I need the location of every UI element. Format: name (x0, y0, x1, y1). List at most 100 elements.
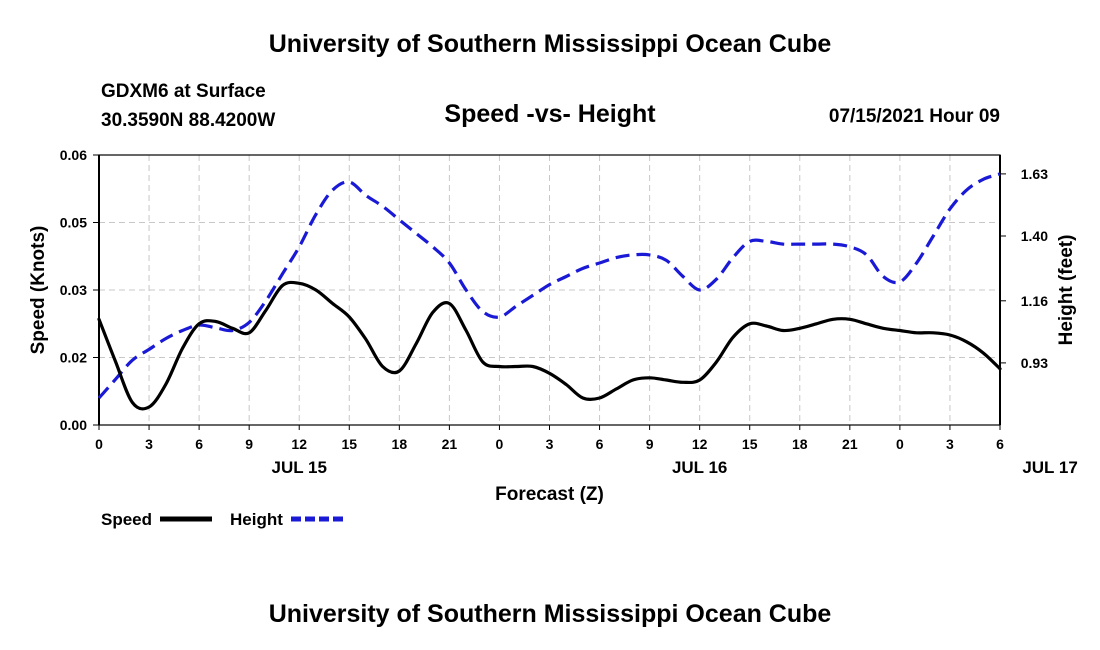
data-point-height (965, 189, 968, 192)
x-tick-label: 21 (842, 436, 858, 452)
data-point-height (331, 189, 334, 192)
data-point-speed (631, 379, 634, 382)
data-point-height (148, 348, 151, 351)
data-point-speed (314, 289, 317, 292)
data-point-speed (982, 352, 985, 355)
data-point-speed (448, 302, 451, 305)
y-right-tick-label: 1.63 (1021, 166, 1048, 182)
station-info: GDXM6 at Surface 30.3590N 88.4200W (101, 77, 275, 135)
x-tick-label: 9 (245, 436, 253, 452)
data-point-height (398, 218, 401, 221)
x-tick-label: 3 (546, 436, 554, 452)
data-point-height (415, 232, 418, 235)
x-tick-label: 15 (341, 436, 357, 452)
data-point-speed (965, 340, 968, 343)
data-point-height (631, 253, 634, 256)
data-point-height (732, 256, 735, 259)
y-left-tick-label: 0.05 (60, 215, 87, 231)
x-tick-label: 18 (792, 436, 808, 452)
data-point-height (798, 243, 801, 246)
chart-title-top: University of Southern Mississippi Ocean… (268, 30, 832, 58)
data-point-height (748, 240, 751, 243)
data-point-speed (698, 379, 701, 382)
data-point-speed (231, 327, 234, 330)
station-coords: 30.3590N 88.4200W (101, 110, 276, 131)
y-left-tick-label: 0.06 (60, 147, 87, 163)
y-right-tick-label: 1.40 (1021, 228, 1048, 244)
data-point-speed (348, 316, 351, 319)
data-point-height (481, 310, 484, 313)
data-point-height (681, 275, 684, 278)
data-point-speed (148, 406, 151, 409)
data-point-speed (898, 329, 901, 332)
y-left-tick-label: 0.00 (60, 417, 87, 433)
data-point-speed (548, 372, 551, 375)
data-point-height (698, 289, 701, 292)
chart-grid (99, 155, 1000, 425)
data-point-height (131, 359, 134, 362)
data-point-speed (98, 318, 101, 321)
data-point-height (715, 278, 718, 281)
legend-label-height: Height (230, 510, 283, 529)
data-point-height (982, 178, 985, 181)
data-point-height (832, 243, 835, 246)
data-point-height (114, 378, 117, 381)
day-label: JUL 15 (271, 458, 326, 477)
data-point-speed (815, 322, 818, 325)
data-point-height (348, 181, 351, 184)
data-point-speed (848, 318, 851, 321)
data-point-height (665, 259, 668, 262)
data-point-speed (581, 397, 584, 400)
data-point-height (465, 289, 468, 292)
data-point-speed (364, 338, 367, 341)
data-point-speed (565, 383, 568, 386)
x-tick-label: 12 (291, 436, 307, 452)
data-point-speed (131, 401, 134, 404)
data-point-speed (765, 325, 768, 328)
y-left-axis-title: Speed (Knots) (28, 226, 49, 355)
data-point-height (865, 253, 868, 256)
series-line-height (97, 172, 1001, 400)
data-point-height (281, 272, 284, 275)
data-point-speed (198, 322, 201, 325)
legend-label-speed: Speed (101, 510, 152, 529)
y-left-tick-label: 0.03 (60, 282, 87, 298)
data-point-height (999, 172, 1002, 175)
data-point-speed (999, 367, 1002, 370)
data-point-speed (865, 322, 868, 325)
data-point-speed (214, 320, 217, 323)
data-point-speed (882, 327, 885, 330)
x-tick-label: 0 (496, 436, 504, 452)
legend: Speed Height (101, 510, 343, 529)
data-point-speed (465, 329, 468, 332)
y-right-tick-label: 1.16 (1021, 293, 1048, 309)
data-point-speed (665, 379, 668, 382)
data-point-speed (798, 327, 801, 330)
data-point-height (98, 397, 101, 400)
data-point-speed (431, 311, 434, 314)
data-point-speed (331, 302, 334, 305)
data-point-height (565, 275, 568, 278)
data-point-height (915, 262, 918, 265)
data-point-height (848, 245, 851, 248)
data-point-speed (264, 309, 267, 312)
forecast-datetime: 07/15/2021 Hour 09 (828, 106, 1000, 127)
data-point-height (515, 305, 518, 308)
x-tick-label: 0 (896, 436, 904, 452)
data-point-speed (481, 361, 484, 364)
data-point-height (548, 283, 551, 286)
axis-labels: 0 3 6 9 12 15 18 21 0 3 6 9 12 15 18 21 0 3 6 0.00 0.02 0.03 0… (28, 147, 1078, 505)
data-point-height (181, 329, 184, 332)
data-point-height (932, 235, 935, 238)
data-point-speed (915, 331, 918, 334)
data-point-speed (782, 329, 785, 332)
data-point-speed (515, 365, 518, 368)
data-point-height (948, 208, 951, 211)
x-tick-label: 0 (95, 436, 103, 452)
data-point-speed (732, 336, 735, 339)
station-name: GDXM6 at Surface (101, 81, 266, 102)
data-point-speed (932, 331, 935, 334)
data-point-speed (181, 347, 184, 350)
data-point-height (615, 256, 618, 259)
data-point-speed (948, 334, 951, 337)
